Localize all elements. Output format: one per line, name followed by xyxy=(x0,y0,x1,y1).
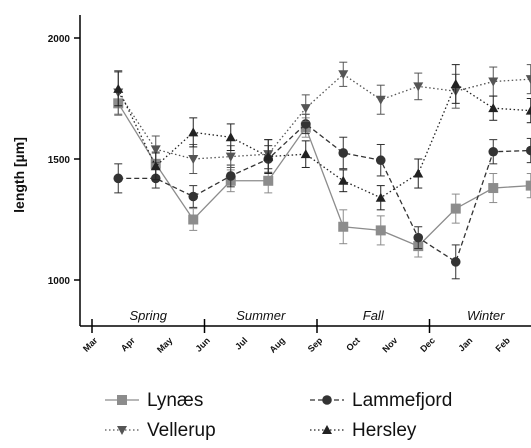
data-point xyxy=(188,155,199,164)
data-point xyxy=(188,214,199,225)
data-point xyxy=(300,149,311,159)
y-tick-label: 2000 xyxy=(48,34,71,45)
data-point xyxy=(450,257,461,267)
y-tick-label: 1500 xyxy=(48,155,71,166)
data-point xyxy=(525,105,531,115)
data-point xyxy=(450,78,461,88)
season-label: Fall xyxy=(363,308,385,323)
data-point xyxy=(413,82,424,92)
data-point xyxy=(413,232,424,243)
legend-label: Lammefjord xyxy=(352,390,452,411)
legend-marker xyxy=(322,395,332,405)
legend-marker xyxy=(117,426,127,435)
legend-label: Lynæs xyxy=(147,390,203,411)
data-point xyxy=(300,104,311,114)
month-label: Aug xyxy=(267,335,286,354)
data-point xyxy=(263,175,274,186)
series-line xyxy=(117,102,531,247)
legend-item: Hersley xyxy=(310,420,417,441)
series-lynæs xyxy=(113,90,531,258)
month-label: May xyxy=(155,335,174,354)
series-lammefjord xyxy=(113,113,531,280)
data-point xyxy=(525,145,531,156)
data-point xyxy=(150,161,161,171)
legend-marker xyxy=(322,425,332,434)
data-point xyxy=(188,127,199,137)
legend: Lynæs Lammefjord Vellerup Hersley xyxy=(105,390,452,441)
month-label: Jan xyxy=(456,335,474,353)
month-label: Mar xyxy=(81,335,100,354)
month-label: Jul xyxy=(233,335,249,351)
data-point xyxy=(375,192,386,202)
data-point xyxy=(150,145,161,155)
data-point xyxy=(188,191,199,202)
data-point xyxy=(338,148,349,158)
month-labels: Mar Apr May Jun Jul Aug Sep Oct Nov Dec Jan Feb xyxy=(81,335,512,355)
data-point xyxy=(338,175,349,185)
series-line xyxy=(117,83,531,199)
series-line xyxy=(117,73,531,160)
data-point xyxy=(488,146,499,157)
data-point xyxy=(225,171,236,181)
data-point xyxy=(225,152,236,162)
month-label: Feb xyxy=(494,335,513,354)
legend-label: Hersley xyxy=(352,420,417,441)
season-label: Summer xyxy=(236,308,286,323)
series-vellerup xyxy=(113,61,531,175)
legend-label: Vellerup xyxy=(147,420,216,441)
data-point xyxy=(413,168,424,178)
legend-item: Lynæs xyxy=(105,390,203,411)
month-label: Jun xyxy=(194,335,212,353)
data-point xyxy=(450,203,461,214)
data-point xyxy=(225,132,236,142)
data-point xyxy=(525,75,531,85)
data-point xyxy=(375,95,386,105)
data-point xyxy=(525,180,531,191)
month-label: Dec xyxy=(418,335,437,354)
legend-marker xyxy=(117,395,127,405)
data-point xyxy=(113,173,124,184)
data-point xyxy=(338,221,349,232)
month-label: Oct xyxy=(344,335,362,353)
month-label: Apr xyxy=(119,335,137,353)
y-axis-label: length [µm] xyxy=(11,137,27,213)
legend-item: Vellerup xyxy=(105,420,216,441)
axes: 2000 1500 1000 xyxy=(48,15,531,333)
month-label: Sep xyxy=(306,335,325,354)
data-point xyxy=(113,83,124,93)
data-point xyxy=(338,70,349,80)
month-label: Nov xyxy=(380,335,399,354)
season-label: Spring xyxy=(129,308,167,323)
season-label: Winter xyxy=(467,308,505,323)
series-layer xyxy=(113,61,531,280)
data-point xyxy=(488,103,499,113)
data-point xyxy=(263,151,274,161)
data-point xyxy=(375,155,386,166)
legend-item: Lammefjord xyxy=(310,390,452,411)
y-tick-label: 1000 xyxy=(48,276,71,287)
data-point xyxy=(375,225,386,236)
season-labels: Spring Summer Fall Winter xyxy=(129,308,505,323)
data-point xyxy=(488,77,499,87)
series-line xyxy=(118,123,531,263)
series-hersley xyxy=(113,64,531,211)
data-point xyxy=(488,183,499,194)
